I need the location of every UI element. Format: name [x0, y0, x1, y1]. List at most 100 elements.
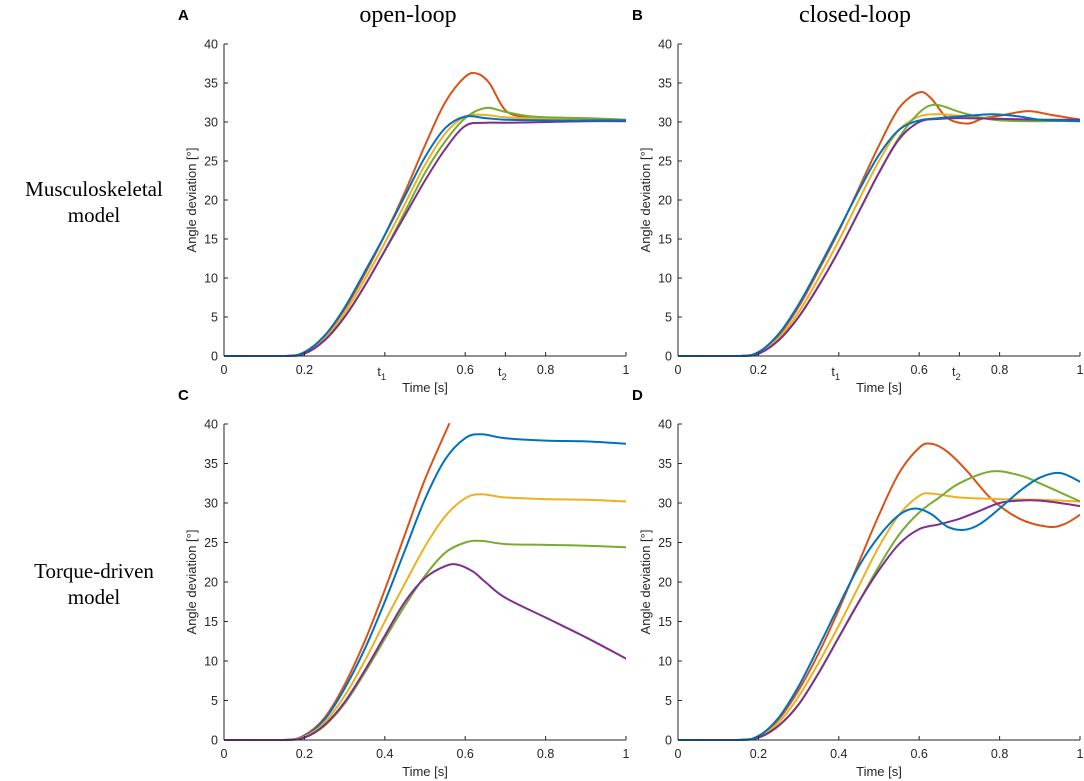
panel-c-xtick-label: 0.2: [296, 747, 313, 761]
panel-c-ytick-label: 15: [204, 615, 218, 629]
panel-c-series-blue: [224, 433, 626, 741]
column-title-closed-loop: closed-loop: [799, 2, 911, 28]
panel-a-ytick-label: 20: [204, 194, 218, 208]
panel-d-xtick-label: 0.6: [911, 747, 928, 761]
panel-a-ytick-label: 5: [211, 311, 218, 325]
panel-a-ytick-label: 0: [211, 350, 218, 364]
panel-a-series-yellow: [224, 113, 626, 357]
panel-c-ytick-label: 25: [204, 536, 218, 550]
panel-a-ytick-label: 35: [204, 77, 218, 91]
column-title-open-loop: open-loop: [359, 2, 456, 28]
panel-c-xtick-label: 0.8: [537, 747, 554, 761]
panel-a-series-blue: [224, 115, 626, 357]
panel-d-xtick-label: 0.2: [750, 747, 767, 761]
panel-c-xtick-label: 1: [623, 747, 630, 761]
panel-d-series-blue: [678, 471, 1080, 741]
panel-d-xtick-label: 1: [1077, 747, 1084, 761]
panel-d-series-purple: [678, 499, 1080, 741]
row-title-torque-driven-line2: model: [68, 585, 121, 609]
row-title-musculoskeletal-line2: model: [68, 203, 121, 227]
panel-c-ytick-label: 5: [211, 694, 218, 708]
panel-c-ytick-label: 20: [204, 576, 218, 590]
panel-d-ytick-label: 40: [658, 418, 672, 432]
panel-b-ytick-label: 25: [658, 155, 672, 169]
panel-c-series-yellow: [224, 493, 626, 741]
panel-b-ytick-label: 35: [658, 77, 672, 91]
panel-b-ytick-label: 10: [658, 272, 672, 286]
panel-a-annotation-t1: t1: [377, 365, 386, 383]
panel-b-series-yellow: [678, 113, 1080, 357]
panel-b-letter: B: [632, 7, 643, 24]
panel-c-xtick-label: 0.4: [376, 747, 393, 761]
panel-b-ytick-label: 40: [658, 38, 672, 52]
panel-b-annotation-subscript: 1: [835, 372, 840, 383]
panel-b-xtick-label: 1: [1077, 363, 1084, 377]
panel-c-ytick-label: 30: [204, 497, 218, 511]
panel-d-ytick-label: 35: [658, 457, 672, 471]
panel-c-ytick-label: 40: [204, 418, 218, 432]
panel-c-ytick-label: 0: [211, 734, 218, 748]
panel-a-letter: A: [178, 7, 189, 24]
panel-b-annotation-subscript: 2: [955, 372, 960, 383]
panel-d: D 0 5 10 15 20 25 30 35 40 0 0.2 0.4 0.6 0.8 1 Time [s] A…: [632, 387, 1084, 779]
panel-a-ytick-label: 25: [204, 155, 218, 169]
panel-d-letter: D: [632, 387, 643, 404]
panel-b-ytick-label: 30: [658, 116, 672, 130]
panel-a-xlabel: Time [s]: [402, 380, 448, 395]
panel-d-ytick-label: 25: [658, 536, 672, 550]
panel-d-series-group: [678, 442, 1080, 741]
panel-b-ytick-label: 20: [658, 194, 672, 208]
panel-b-series-purple: [678, 117, 1080, 357]
panel-d-series-yellow: [678, 492, 1080, 741]
panel-d-ytick-label: 15: [658, 615, 672, 629]
panel-d-xtick-label: 0.4: [830, 747, 847, 761]
panel-d-ylabel: Angle deviation [°]: [638, 530, 653, 635]
panel-b-series-red: [678, 91, 1080, 357]
panel-c-series-purple: [224, 563, 626, 741]
panel-a-ylabel: Angle deviation [°]: [184, 148, 199, 253]
panel-d-ytick-label: 20: [658, 576, 672, 590]
panel-d-xlabel: Time [s]: [856, 764, 902, 779]
row-title-musculoskeletal-line1: Musculoskeletal: [25, 177, 163, 201]
panel-a-annotation-subscript: 2: [501, 372, 506, 383]
panel-c-ytick-label: 10: [204, 655, 218, 669]
panel-a-annotation-t2: t2: [498, 365, 507, 383]
panel-b-annotation-t1: t1: [831, 365, 840, 383]
panel-a-xtick-label: 1: [623, 363, 630, 377]
panel-c-xtick-label: 0: [221, 747, 228, 761]
panel-c-series-red: [224, 423, 451, 741]
panel-a-series-purple: [224, 120, 626, 357]
panel-d-xtick-label: 0: [675, 747, 682, 761]
panel-c-letter: C: [178, 387, 189, 404]
panel-d-ytick-label: 30: [658, 497, 672, 511]
panel-b-xtick-label: 0.2: [750, 363, 767, 377]
panel-d-ytick-label: 0: [665, 734, 672, 748]
panel-b-xtick-label: 0.6: [911, 363, 928, 377]
panel-d-ytick-label: 5: [665, 694, 672, 708]
panel-b-ytick-label: 0: [665, 350, 672, 364]
panel-a-annotation-subscript: 1: [381, 372, 386, 383]
panel-b-xtick-label: 0.8: [991, 363, 1008, 377]
panel-a-xtick-label: 0.8: [537, 363, 554, 377]
panel-b-xtick-label: 0: [675, 363, 682, 377]
panel-c-series-group: [224, 423, 626, 741]
panel-b-series-green: [678, 103, 1080, 357]
panel-d-series-red: [678, 442, 1080, 741]
panel-c: C 0 5 10 15 20 25 30 35 40 0 0.2 0.4 0.6 0.8 1 Time [s] A…: [178, 387, 630, 779]
panel-a-series-group: [224, 71, 626, 357]
panel-c-xtick-label: 0.6: [457, 747, 474, 761]
row-title-torque-driven-line1: Torque-driven: [34, 559, 154, 583]
panel-a-xtick-label: 0.6: [457, 363, 474, 377]
panel-a-ytick-label: 40: [204, 38, 218, 52]
panel-b-ylabel: Angle deviation [°]: [638, 148, 653, 253]
panel-a-ytick-label: 30: [204, 116, 218, 130]
panel-a-series-red: [224, 71, 626, 357]
panel-a-xtick-label: 0: [221, 363, 228, 377]
panel-b-annotation-t2: t2: [952, 365, 961, 383]
panel-a-ytick-label: 15: [204, 233, 218, 247]
panel-b-ytick-label: 15: [658, 233, 672, 247]
panel-c-xlabel: Time [s]: [402, 764, 448, 779]
panel-d-series-green: [678, 470, 1080, 741]
